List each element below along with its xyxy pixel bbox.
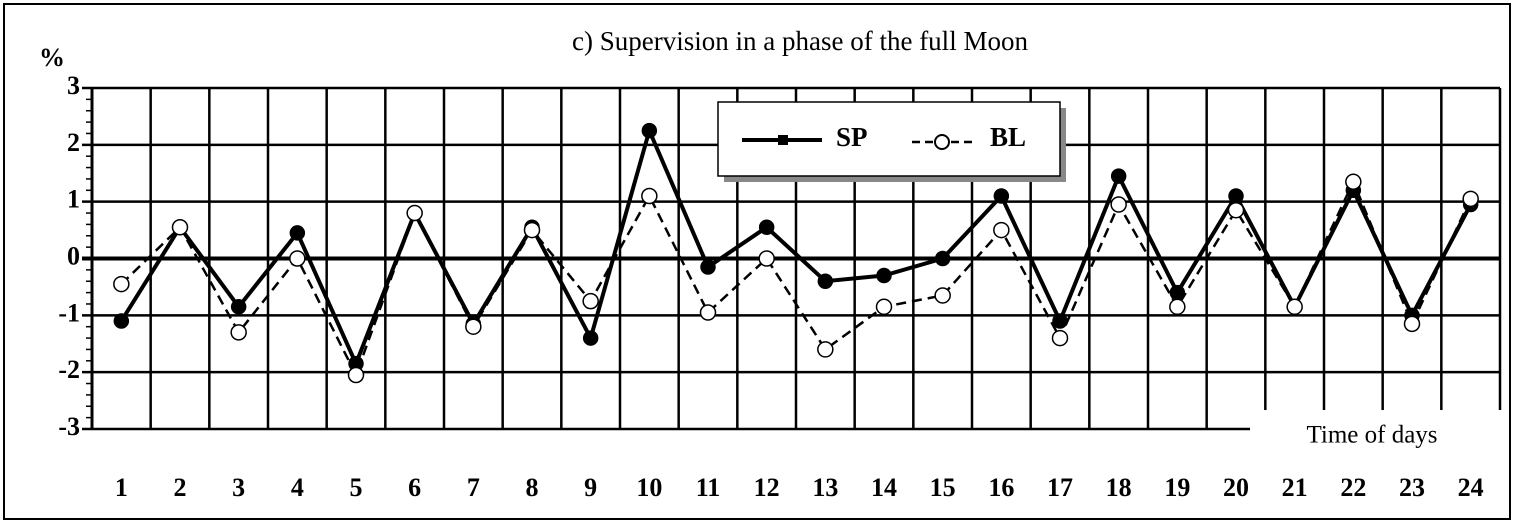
data-point xyxy=(406,204,423,222)
legend-marker xyxy=(778,135,788,145)
data-point xyxy=(641,187,658,205)
data-point xyxy=(817,341,834,358)
data-point xyxy=(993,188,1010,204)
x-tick-label: 22 xyxy=(1340,473,1366,502)
x-tick-label: 17 xyxy=(1047,473,1073,502)
data-point xyxy=(347,366,365,384)
data-point xyxy=(700,259,716,275)
legend: SP BL xyxy=(717,101,1066,182)
x-tick-label: 18 xyxy=(1106,473,1132,502)
data-point xyxy=(582,292,599,310)
x-tick-label: 1 xyxy=(115,473,128,502)
series-line xyxy=(120,178,1472,379)
data-point xyxy=(875,298,893,316)
data-point xyxy=(582,330,599,346)
y-axis-label: % xyxy=(39,43,65,72)
x-tick-label: 4 xyxy=(291,473,304,502)
x-label-box xyxy=(1250,410,1505,456)
data-point xyxy=(758,219,775,235)
data-point xyxy=(1286,298,1303,316)
y-tick-label: 0 xyxy=(67,241,80,270)
y-tick-label: 1 xyxy=(67,185,80,214)
data-point xyxy=(1228,188,1244,204)
data-point xyxy=(113,275,130,293)
x-tick-label: 19 xyxy=(1164,473,1190,502)
x-tick-label: 8 xyxy=(526,473,539,502)
x-tick-label: 3 xyxy=(232,473,245,502)
x-axis-label: Time of days xyxy=(1306,422,1437,449)
y-tick-label: -3 xyxy=(58,412,80,441)
y-tick-label: 2 xyxy=(67,128,80,157)
legend-label: SP xyxy=(836,122,868,152)
x-tick-label: 12 xyxy=(754,473,780,502)
x-tick-label: 5 xyxy=(350,473,363,502)
data-point xyxy=(1110,168,1127,184)
data-point xyxy=(1403,315,1421,333)
data-point xyxy=(523,221,541,239)
x-tick-label: 15 xyxy=(930,473,956,502)
data-point xyxy=(1110,196,1127,213)
data-point xyxy=(699,304,717,321)
data-point xyxy=(1227,201,1245,219)
data-point xyxy=(817,273,834,289)
series-line xyxy=(119,124,1473,369)
x-tick-label: 10 xyxy=(636,473,662,502)
x-tick-label: 2 xyxy=(174,473,187,502)
data-point xyxy=(876,267,892,284)
data-point xyxy=(113,313,130,329)
data-point xyxy=(289,250,306,267)
data-point xyxy=(230,324,247,341)
legend-label: BL xyxy=(990,122,1026,152)
data-point xyxy=(641,122,658,139)
data-point xyxy=(1462,190,1479,208)
data-point xyxy=(465,318,482,335)
x-tick-label: 21 xyxy=(1282,473,1308,502)
data-point xyxy=(171,218,189,236)
legend-marker xyxy=(934,134,950,150)
data-point xyxy=(758,250,775,267)
y-tick-label: -1 xyxy=(58,298,80,327)
data-point xyxy=(1345,173,1362,191)
y-tick-label: -2 xyxy=(58,355,80,384)
data-point xyxy=(934,250,951,267)
x-tick-label: 16 xyxy=(988,473,1014,502)
chart-title: c) Supervision in a phase of the full Mo… xyxy=(572,26,1028,56)
x-tick-label: 9 xyxy=(584,473,597,502)
x-tick-label: 14 xyxy=(871,473,897,502)
data-point xyxy=(934,287,951,304)
data-point xyxy=(1169,298,1186,316)
x-tick-label: 20 xyxy=(1223,473,1249,502)
x-tick-label: 24 xyxy=(1458,473,1484,502)
x-tick-label: 11 xyxy=(696,473,721,502)
data-point xyxy=(289,225,306,241)
data-point xyxy=(1052,313,1068,329)
data-point xyxy=(1051,329,1069,347)
x-tick-label: 13 xyxy=(812,473,838,502)
y-tick-label: 3 xyxy=(67,71,80,100)
data-point xyxy=(993,221,1010,239)
x-tick-label: 6 xyxy=(408,473,421,502)
x-tick-label: 23 xyxy=(1399,473,1425,502)
data-point xyxy=(230,299,247,315)
x-tick-label: 7 xyxy=(467,473,480,502)
data-point xyxy=(1169,284,1186,301)
